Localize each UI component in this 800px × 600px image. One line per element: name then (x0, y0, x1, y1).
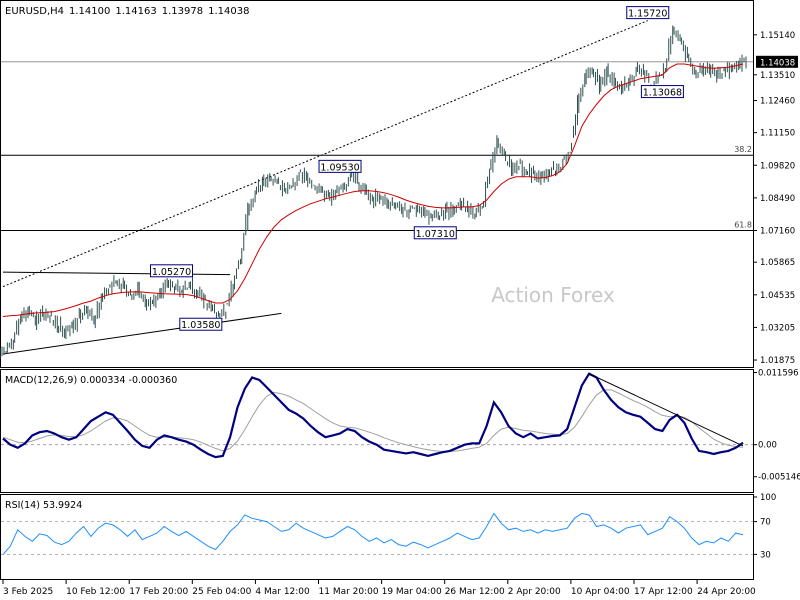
macd-line (2, 372, 744, 459)
price-trendline-2 (2, 271, 231, 276)
price-y-tick-label: 1.07160 (760, 226, 795, 236)
price-y-tick-label: 1.11150 (760, 129, 795, 139)
price-layer: 38.2 61.8 1.15720 1.13068 1.09530 1.07310 1.05… (0, 6, 753, 359)
x-tick-label: 17 Apr 12:00 (634, 587, 693, 597)
low-value: 1.13978 (162, 6, 203, 17)
price-label-box-2 (318, 159, 362, 173)
price-label-0: 1.15720 (628, 9, 667, 20)
close-value: 1.14038 (208, 6, 249, 17)
fib-label-61.8: 61.8 (734, 220, 752, 229)
price-y-tick-label: 1.08490 (760, 194, 795, 204)
price-label-5: 1.03580 (181, 320, 220, 331)
price-y-tick-label: 1.12460 (760, 97, 795, 107)
price-label-box-3 (413, 226, 457, 240)
price-label-box-5 (179, 317, 223, 331)
rsi-panel-frame (0, 494, 754, 580)
price-label-box-1 (640, 85, 684, 99)
macd-signal-line (2, 389, 744, 452)
macd-y-tick-label: 0.00 (758, 441, 777, 451)
macd-panel-frame (0, 369, 754, 493)
price-y-tick-label: 1.04535 (760, 291, 795, 301)
open-value: 1.14100 (69, 6, 110, 17)
x-tick-label: 3 Feb 2025 (3, 587, 53, 597)
symbol-label: EURUSD,H4 (5, 6, 64, 17)
rsi-line (2, 512, 744, 555)
price-label-box-0 (626, 6, 670, 20)
axis-layer: 1.15140 1.13510 1.12460 1.11150 1.09820 1.084… (2, 31, 800, 597)
watermark: Action Forex (491, 283, 615, 307)
moving-average-line (2, 63, 744, 317)
price-y-tick-label: 1.15140 (760, 31, 795, 41)
price-trendline-0 (2, 20, 648, 288)
price-label-box-4 (150, 264, 194, 278)
macd-y-tick-label: -0.005146 (758, 473, 800, 483)
x-tick-label: 10 Apr 04:00 (571, 587, 630, 597)
rsi-title: RSI(14) 53.9924 (5, 500, 82, 511)
price-y-tick-label: 1.03205 (760, 323, 795, 333)
price-label-2: 1.09530 (320, 162, 359, 173)
x-tick-label: 11 Mar 20:00 (319, 587, 379, 597)
macd-title: MACD(12,26,9) 0.000334 -0.000360 (5, 375, 177, 386)
price-header: EURUSD,H4 1.14100 1.14163 1.13978 1.14038 (5, 6, 249, 17)
current-price-tag (756, 55, 798, 68)
current-price-tag-label: 1.14038 (760, 58, 795, 68)
rsi-layer (1, 512, 753, 555)
x-tick-label: 2 Apr 20:00 (508, 587, 561, 597)
x-tick-label: 10 Feb 12:00 (66, 587, 125, 597)
price-label-1: 1.13068 (643, 88, 682, 99)
fib-label-38.2: 38.2 (734, 145, 752, 154)
price-trendline-1 (2, 312, 282, 355)
x-tick-label: 4 Mar 12:00 (255, 587, 310, 597)
x-tick-label: 19 Mar 04:00 (382, 587, 442, 597)
x-tick-label: 24 Apr 20:00 (697, 587, 756, 597)
x-tick-label: 25 Feb 04:00 (192, 587, 251, 597)
macd-trendline-0 (588, 373, 744, 447)
price-panel-frame (0, 0, 754, 368)
price-y-tick-label: 1.09820 (760, 161, 795, 171)
macd-y-tick-label: 0.011596 (758, 369, 799, 379)
price-y-tick-label: 1.13510 (760, 71, 795, 81)
price-y-tick-label: 1.05865 (760, 258, 795, 268)
x-tick-label: 17 Feb 20:00 (129, 587, 188, 597)
rsi-y-tick-label: 70 (760, 518, 771, 528)
price-y-tick-label: 1.01875 (760, 356, 795, 366)
price-label-3: 1.07310 (416, 229, 455, 240)
rsi-y-tick-label: 30 (760, 550, 771, 560)
high-value: 1.14163 (115, 6, 156, 17)
x-tick-label: 26 Mar 12:00 (445, 587, 505, 597)
rsi-y-tick-label: 100 (760, 493, 776, 503)
price-label-4: 1.05270 (152, 267, 191, 278)
macd-layer (1, 372, 753, 459)
